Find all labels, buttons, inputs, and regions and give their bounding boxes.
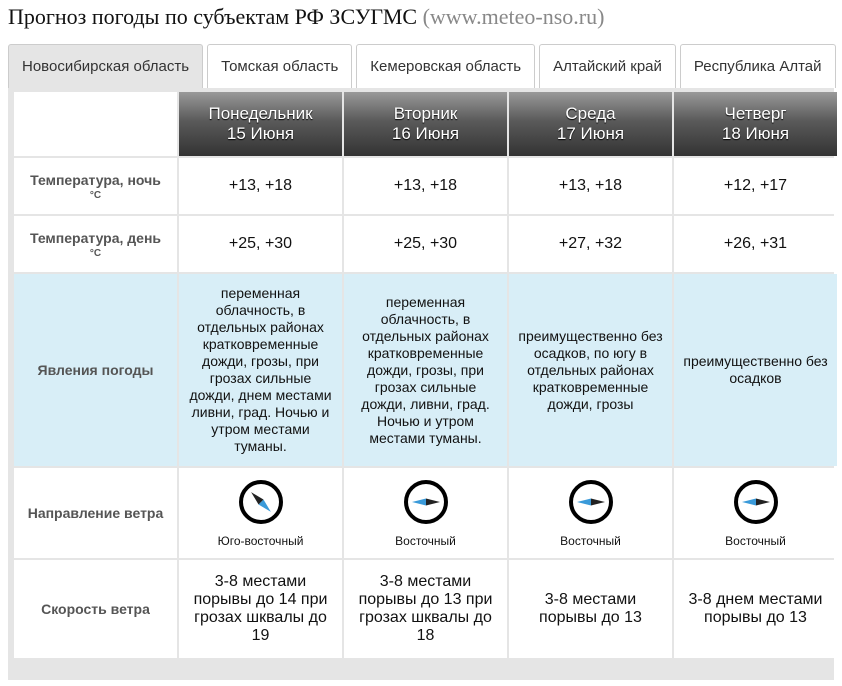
- row-label-text: Температура, день: [29, 229, 162, 246]
- unit: °C: [89, 247, 102, 259]
- compass-needle: [741, 498, 770, 506]
- cell: +26, +31: [674, 216, 837, 272]
- cell: переменная облачность, в отдельных район…: [344, 274, 507, 466]
- tab-bar: Новосибирская область Томская область Кеме…: [8, 44, 836, 88]
- compass-needle: [411, 498, 440, 506]
- cell: 3-8 местами порывы до 14 при грозах шква…: [179, 560, 342, 658]
- cell: +13, +18: [509, 158, 672, 214]
- unit: °C: [89, 189, 102, 201]
- day-name: Четверг: [724, 104, 787, 123]
- panel: Понедельник 15 Июня Вторник 16 Июня Среда 17 …: [8, 88, 837, 680]
- row-label-text: Скорость ветра: [41, 601, 150, 617]
- wind-compass: [733, 480, 778, 524]
- table-row: Направление ветра Юго-восточный Восточный В…: [14, 468, 837, 558]
- row-label-text: Температура, ночь: [30, 171, 161, 188]
- corner-cell: [14, 92, 177, 156]
- day-header: Среда 17 Июня: [509, 92, 672, 156]
- cell: преимущественно без осадков: [674, 274, 837, 466]
- row-label: Температура, ночь °C: [14, 158, 177, 214]
- row-label-text: Направление ветра: [27, 505, 164, 521]
- wind-direction: Восточный: [395, 534, 456, 548]
- needle-dark: [590, 498, 605, 506]
- tab[interactable]: Алтайский край: [539, 44, 676, 88]
- day-header: Понедельник 15 Июня: [179, 92, 342, 156]
- tab[interactable]: Томская область: [207, 44, 353, 88]
- day-name: Понедельник: [208, 104, 313, 123]
- needle-blue: [741, 498, 756, 506]
- cell: Юго-восточный: [179, 468, 342, 558]
- needle-blue: [576, 498, 591, 506]
- wind-direction: Восточный: [725, 534, 786, 548]
- table-row: Температура, ночь °C +13, +18 +13, +18 +13, …: [14, 158, 837, 214]
- needle-blue: [411, 498, 426, 506]
- wind-direction: Юго-восточный: [217, 534, 304, 548]
- compass-needle: [250, 492, 271, 512]
- day-header: Четверг 18 Июня: [674, 92, 837, 156]
- compass-needle: [576, 498, 605, 506]
- row-label-text: Явления погоды: [37, 361, 154, 378]
- cell: +25, +30: [344, 216, 507, 272]
- day-date: 15 Июня: [226, 124, 295, 143]
- cell: 3-8 местами порывы до 13 при грозах шква…: [344, 560, 507, 658]
- page-title: Прогноз погоды по субъектам РФ ЗСУГМС (w…: [8, 4, 604, 30]
- cell: 3-8 местами порывы до 13: [509, 560, 672, 658]
- site: (www.meteo-nso.ru): [422, 4, 605, 29]
- wind-compass: [568, 480, 613, 524]
- table-row: Температура, день °C +25, +30 +25, +30 +27, …: [14, 216, 837, 272]
- table-row: Скорость ветра 3-8 местами порывы до 14 п…: [14, 560, 837, 658]
- cell: преимущественно без осадков, по югу в от…: [509, 274, 672, 466]
- day-date: 16 Июня: [391, 124, 460, 143]
- day-date: 18 Июня: [721, 124, 790, 143]
- day-date: 17 Июня: [556, 124, 625, 143]
- header-row: Понедельник 15 Июня Вторник 16 Июня Среда 17 …: [14, 92, 837, 156]
- day-name: Вторник: [393, 104, 458, 123]
- day-name: Среда: [565, 104, 616, 123]
- cell: 3-8 днем местами порывы до 13: [674, 560, 837, 658]
- wind-compass: [238, 480, 283, 524]
- cell: Восточный: [344, 468, 507, 558]
- needle-blue: [258, 499, 271, 512]
- tab[interactable]: Кемеровская область: [356, 44, 536, 88]
- tab[interactable]: Республика Алтай: [679, 44, 836, 88]
- row-label: Направление ветра: [14, 468, 177, 558]
- cell: +25, +30: [179, 216, 342, 272]
- row-label: Скорость ветра: [14, 560, 177, 658]
- cell: +12, +17: [674, 158, 837, 214]
- cell: переменная облачность, в отдельных район…: [179, 274, 342, 466]
- needle-dark: [425, 498, 440, 506]
- day-header: Вторник 16 Июня: [344, 92, 507, 156]
- wind-compass: [403, 480, 448, 524]
- cell: Восточный: [509, 468, 672, 558]
- row-label: Температура, день °C: [14, 216, 177, 272]
- cell: +27, +32: [509, 216, 672, 272]
- row-label: Явления погоды: [14, 274, 177, 466]
- title: Прогноз погоды по субъектам РФ ЗСУГМС: [8, 4, 418, 29]
- cell: +13, +18: [344, 158, 507, 214]
- cell: Восточный: [674, 468, 837, 558]
- needle-dark: [250, 492, 263, 505]
- tab[interactable]: Новосибирская область: [8, 44, 204, 88]
- needle-dark: [755, 498, 770, 506]
- forecast-table: Понедельник 15 Июня Вторник 16 Июня Среда 17 …: [12, 90, 839, 660]
- wind-direction: Восточный: [560, 534, 621, 548]
- table-row: Явления погоды переменная облачность, в о…: [14, 274, 837, 466]
- cell: +13, +18: [179, 158, 342, 214]
